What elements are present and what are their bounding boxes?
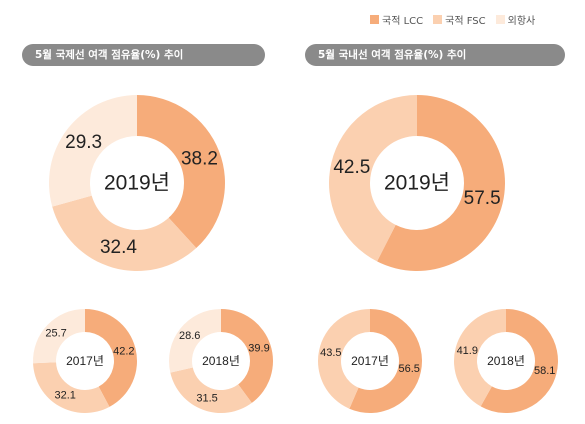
slice-value-label: 32.4 [100,237,137,258]
legend-label-lcc: 국적 LCC [382,16,424,27]
legend: 국적 LCC 국적 FSC 외항사 [370,12,535,27]
donut-chart-4: 56.5 43.5 2017년 [318,309,422,413]
slice-value-label: 57.5 [464,188,501,209]
slice-value-label: 38.2 [181,148,218,169]
slice-value-label: 58.1 [534,365,555,377]
slice-value-label: 29.3 [65,132,102,153]
center-year-label: 2019년 [384,172,450,195]
legend-item-foreign: 외항사 [495,12,536,27]
legend-item-lcc: 국적 LCC [370,12,423,27]
donut-chart-2: 42.2 32.1 25.7 2017년 [33,309,138,413]
legend-swatch-foreign [495,15,505,24]
legend-item-fsc: 국적 FSC [433,12,486,27]
slice-value-label: 28.6 [179,330,200,342]
international-section-header: 5월 국제선 여객 점유율(%) 추이 [22,44,265,66]
center-year-label: 2018년 [202,354,240,368]
slice-value-label: 43.5 [320,347,341,359]
donut-slice [49,95,137,207]
donut-chart-5: 58.1 41.9 2018년 [454,309,558,413]
donut-slice [480,309,558,413]
donut-slice [377,95,506,271]
legend-swatch-lcc [370,15,379,24]
slice-value-label: 42.2 [113,345,134,357]
slice-value-label: 32.1 [54,390,75,402]
donut-slice [221,309,274,403]
slice-value-label: 42.5 [333,157,370,178]
slice-value-label: 39.9 [248,343,269,355]
slice-value-label: 25.7 [45,327,66,339]
donut-slice [85,309,138,407]
donut-chart-1: 57.5 42.5 2019년 [329,95,506,271]
donut-slice [137,95,226,249]
donut-slice [52,195,197,271]
donut-slice [318,309,370,409]
donut-slice [169,309,221,373]
center-year-label: 2017년 [351,354,389,368]
center-year-label: 2017년 [66,354,104,368]
donut-slice [170,367,252,413]
domestic-section-header: 5월 국내선 여객 점유율(%) 추이 [305,44,565,66]
donut-slice [454,309,506,407]
slice-value-label: 31.5 [196,393,217,405]
center-year-label: 2019년 [104,172,170,195]
donut-slice [329,95,417,262]
donut-slice [33,309,85,364]
legend-swatch-fsc [433,15,443,24]
donut-slice [33,362,110,413]
donut-slice [349,309,422,413]
legend-label-foreign: 외항사 [507,16,536,27]
legend-label-fsc: 국적 FSC [445,16,486,27]
slice-value-label: 41.9 [457,345,478,357]
slice-value-label: 56.5 [398,363,419,375]
center-year-label: 2018년 [487,354,525,368]
